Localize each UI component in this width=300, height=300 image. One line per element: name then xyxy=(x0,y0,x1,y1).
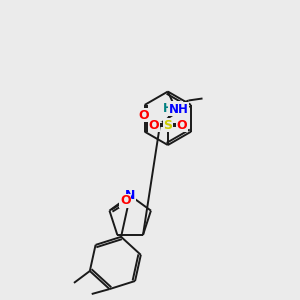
Text: N: N xyxy=(125,189,135,202)
Text: O: O xyxy=(139,109,149,122)
Text: O: O xyxy=(149,119,159,132)
Text: O: O xyxy=(120,194,130,207)
Text: NH: NH xyxy=(169,103,189,116)
Text: O: O xyxy=(176,119,187,132)
Text: S: S xyxy=(163,119,172,132)
Text: HN: HN xyxy=(163,102,183,115)
